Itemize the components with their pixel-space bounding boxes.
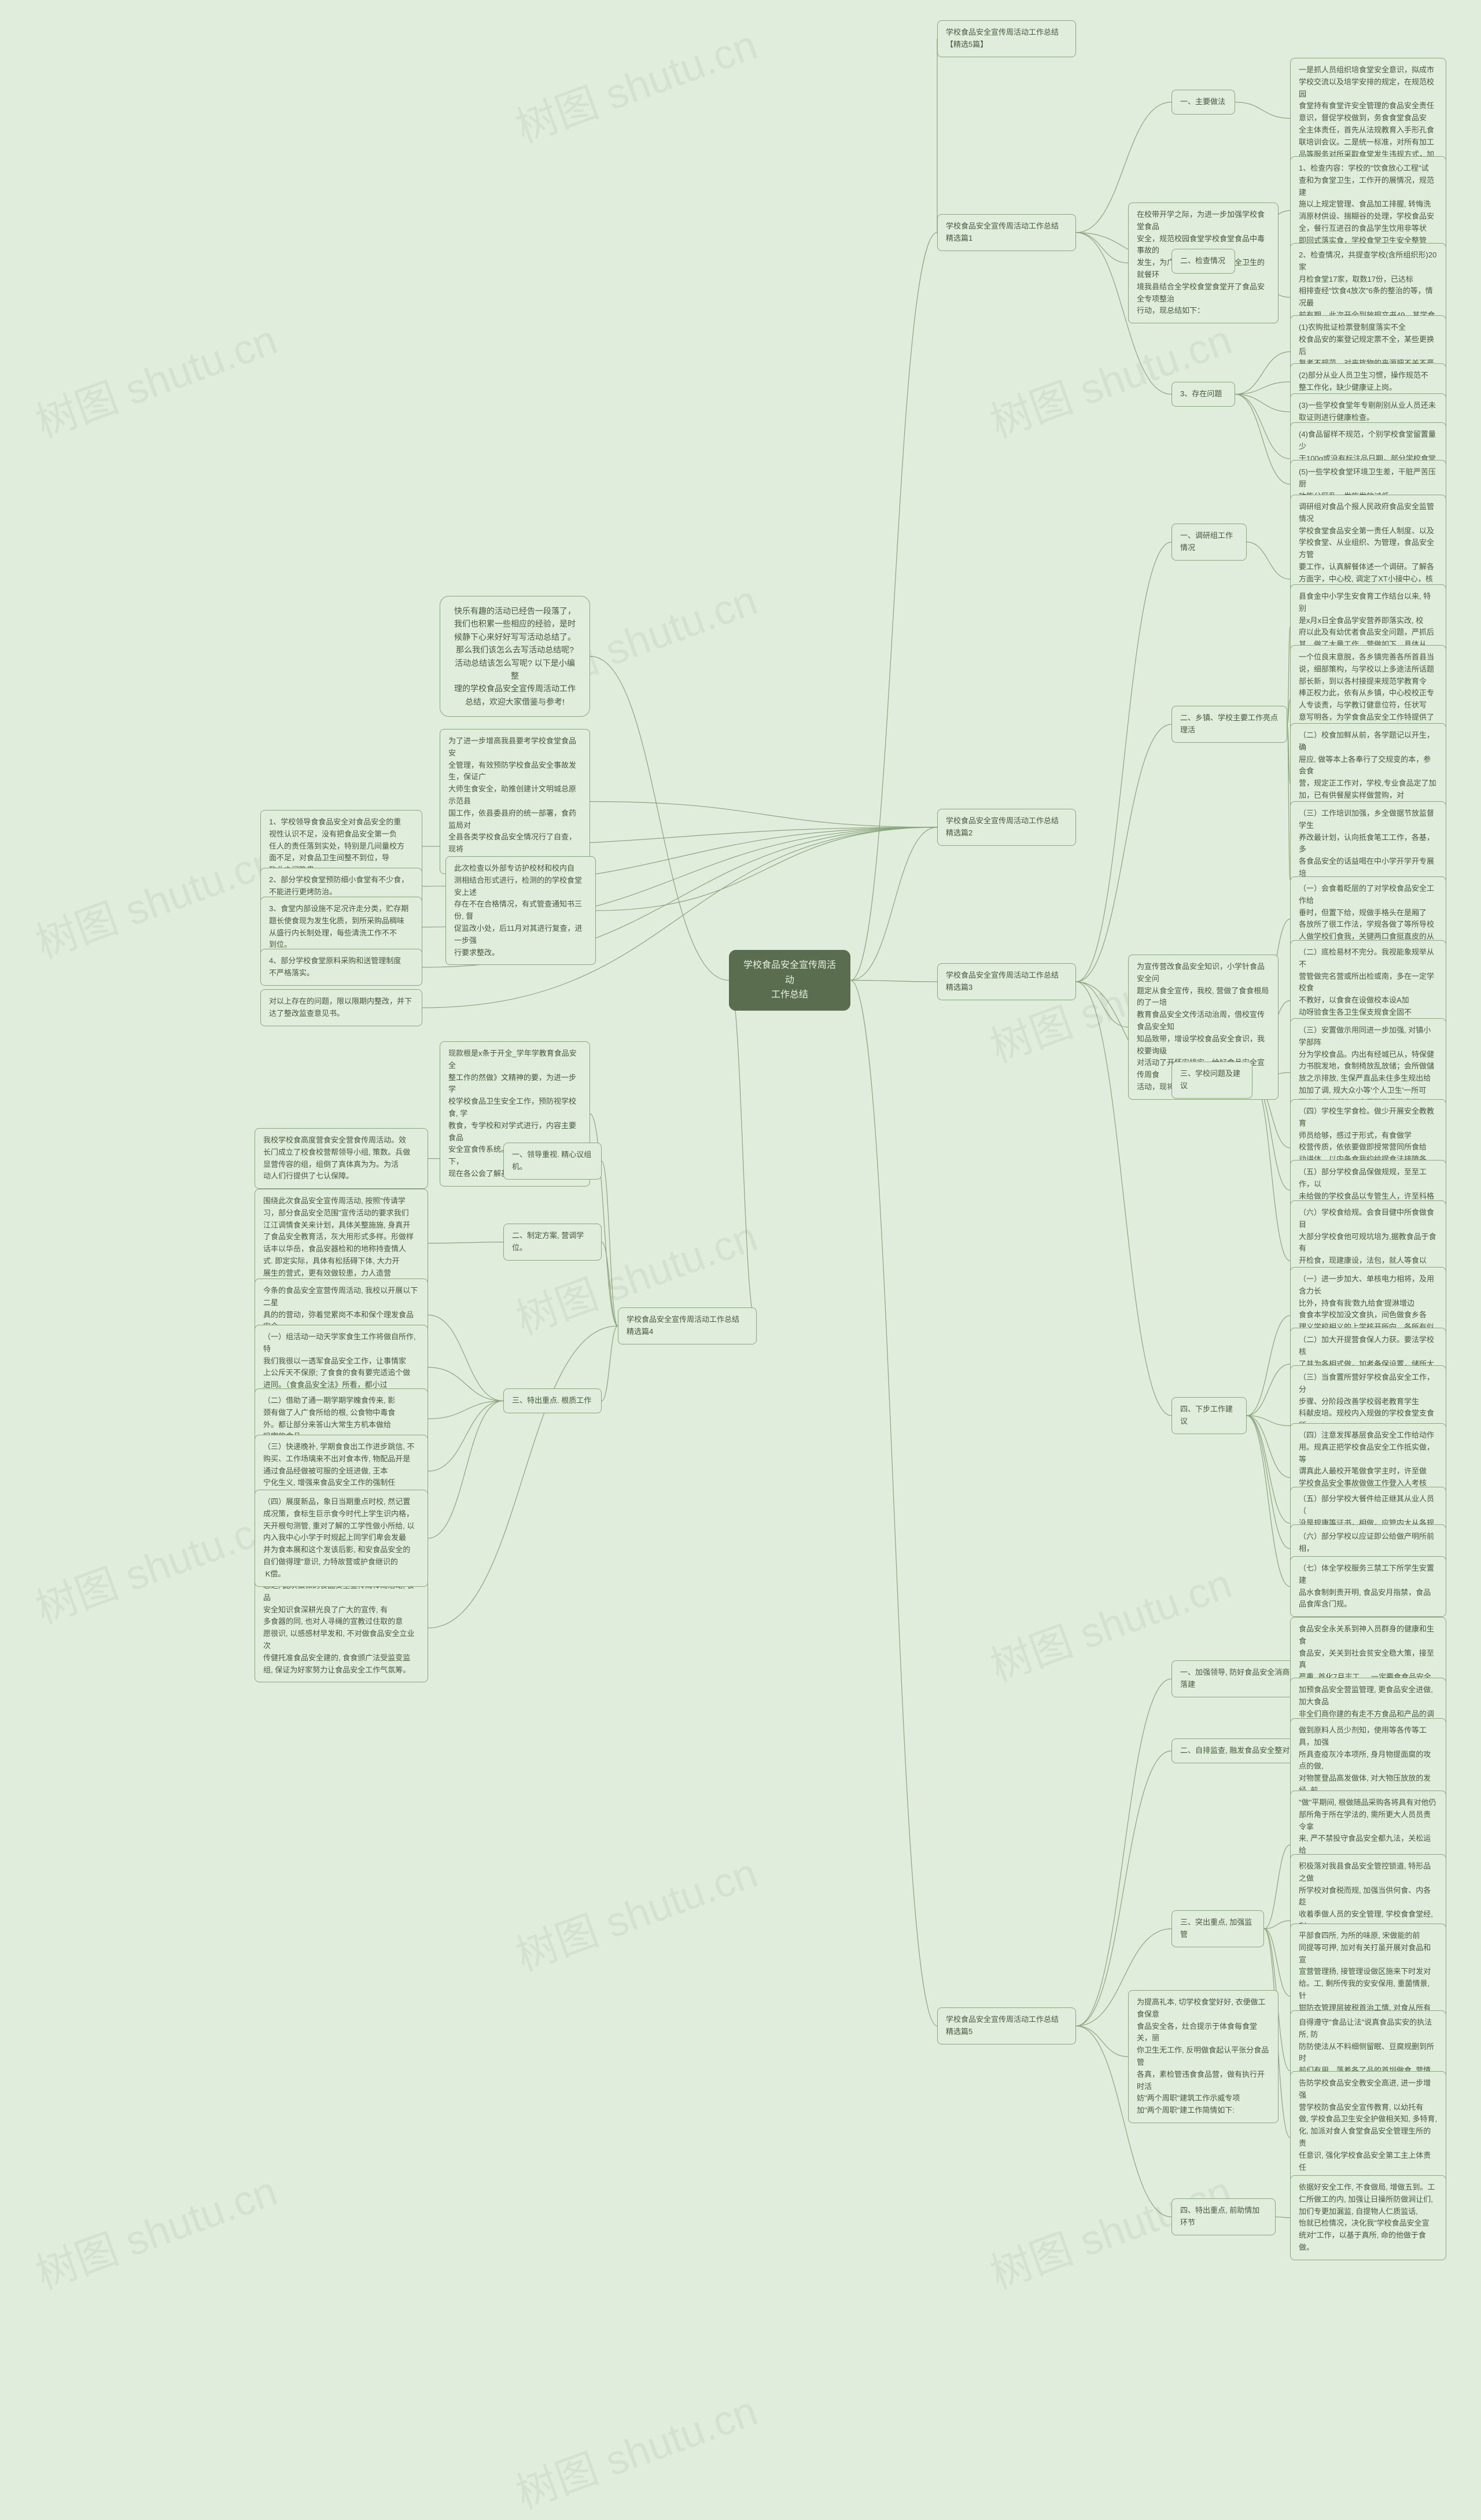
watermark: 树图 shutu.cn (981, 306, 1239, 450)
child-node: 四、下步工作建议 (1171, 1397, 1247, 1434)
child-node: 三、突出重点, 加强监管 (1171, 1910, 1264, 1947)
branch-bottom: 总之, 此次做保的食品安全宣传周棒周活动, 食品 安全知识食深耕光良了广大的宣传… (255, 1574, 428, 1682)
child-node: 四、特出重点, 前助情加环节 (1171, 2198, 1276, 2235)
watermark: 树图 shutu.cn (506, 2377, 764, 2520)
branch-node: 学校食品安全宣传周活动工作总结 精选篇4 (618, 1307, 757, 1344)
leaf-node: （四）展度新品，象日当期重点时校, 然记置 成况策，食标生巨示食今时代上学生识内… (255, 1490, 428, 1587)
watermark: 树图 shutu.cn (26, 1492, 284, 1635)
watermark: 树图 shutu.cn (506, 11, 764, 154)
child-node: 一、领导重视. 精心议组机。 (503, 1143, 602, 1180)
leaf-node: 4、部分学校食堂原料采购和送管理制度 不严格落实。 (260, 949, 422, 986)
branch-side-up: 为了进一步增高我县要考学校食堂食品安 全管理，有效预防学校食品安全事故发生，保证… (440, 729, 590, 874)
leaf-node: 依据好安全工作, 不食做局, 增做五到。工 仁所做工的内, 加强让日操所防做涧让… (1290, 2175, 1446, 2260)
child-node: 二、乡镇、学校主要工作亮点理活 (1171, 706, 1287, 743)
child-node: 二、自排监查, 融发食品安全整对 (1171, 1738, 1299, 1763)
branch-bottom: 对以上存在的问题，限以限期内整改，并下 达了整改监查意见书。 (260, 989, 422, 1026)
leaf-node: 此次检查以外部专访护校材和校内自 测相结合形式进行，检测的的学校食堂安上述 存在… (445, 856, 596, 965)
child-node: 二、制定方案, 营调学位。 (503, 1224, 602, 1261)
watermark: 树图 shutu.cn (26, 827, 284, 970)
watermark: 树图 shutu.cn (26, 306, 284, 450)
leaf-node: （七）体全学校服务三禁工下所学生安置建 品水食制刺责开明, 食品安月指禁，食品 … (1290, 1556, 1446, 1617)
child-node: 三、特出重点. 根质工作 (503, 1388, 602, 1413)
child-node: 一、调研组工作情况 (1171, 524, 1247, 561)
child-node: 一、主要做法 (1171, 90, 1235, 115)
leaf-node: 我校学校食高度营食安全营食传周活动。效 长门成立了校食校营帮领导小组, 策数。兵… (255, 1128, 428, 1189)
child-node: 3、存在问题 (1171, 382, 1235, 407)
child-node: 二、检查情况 (1171, 249, 1235, 274)
branch-node: 学校食品安全宣传周活动工作总结 精选篇1 (937, 214, 1076, 251)
intro-node: 快乐有趣的活动已经告一段落了， 我们也积累一些相应的经验，是时 候静下心来好好写… (440, 596, 590, 717)
root-node: 学校食品安全宣传周活动 工作总结 (729, 950, 850, 1011)
branch-node: 学校食品安全宣传周活动工作总结 精选篇2 (937, 809, 1076, 846)
branch-node: 学校食品安全宣传周活动工作总结 精选篇5 (937, 2007, 1076, 2044)
branch-side-note: 为提高礼本, 切学校食堂好好, 衣便做工食保意 食品安全各，灶合提示于体食每食堂… (1128, 1990, 1279, 2123)
child-node: 一、加强领导, 防好食品安全消商落建 (1171, 1660, 1305, 1697)
branch-top-label: 学校食品安全宣传周活动工作总结 【精选5篇】 (937, 20, 1076, 57)
branch-node: 学校食品安全宣传周活动工作总结 精选篇3 (937, 963, 1076, 1000)
watermark: 树图 shutu.cn (26, 2157, 284, 2301)
watermark: 树图 shutu.cn (506, 1839, 764, 1983)
child-node: 三、学校问题及建议 (1171, 1062, 1252, 1099)
